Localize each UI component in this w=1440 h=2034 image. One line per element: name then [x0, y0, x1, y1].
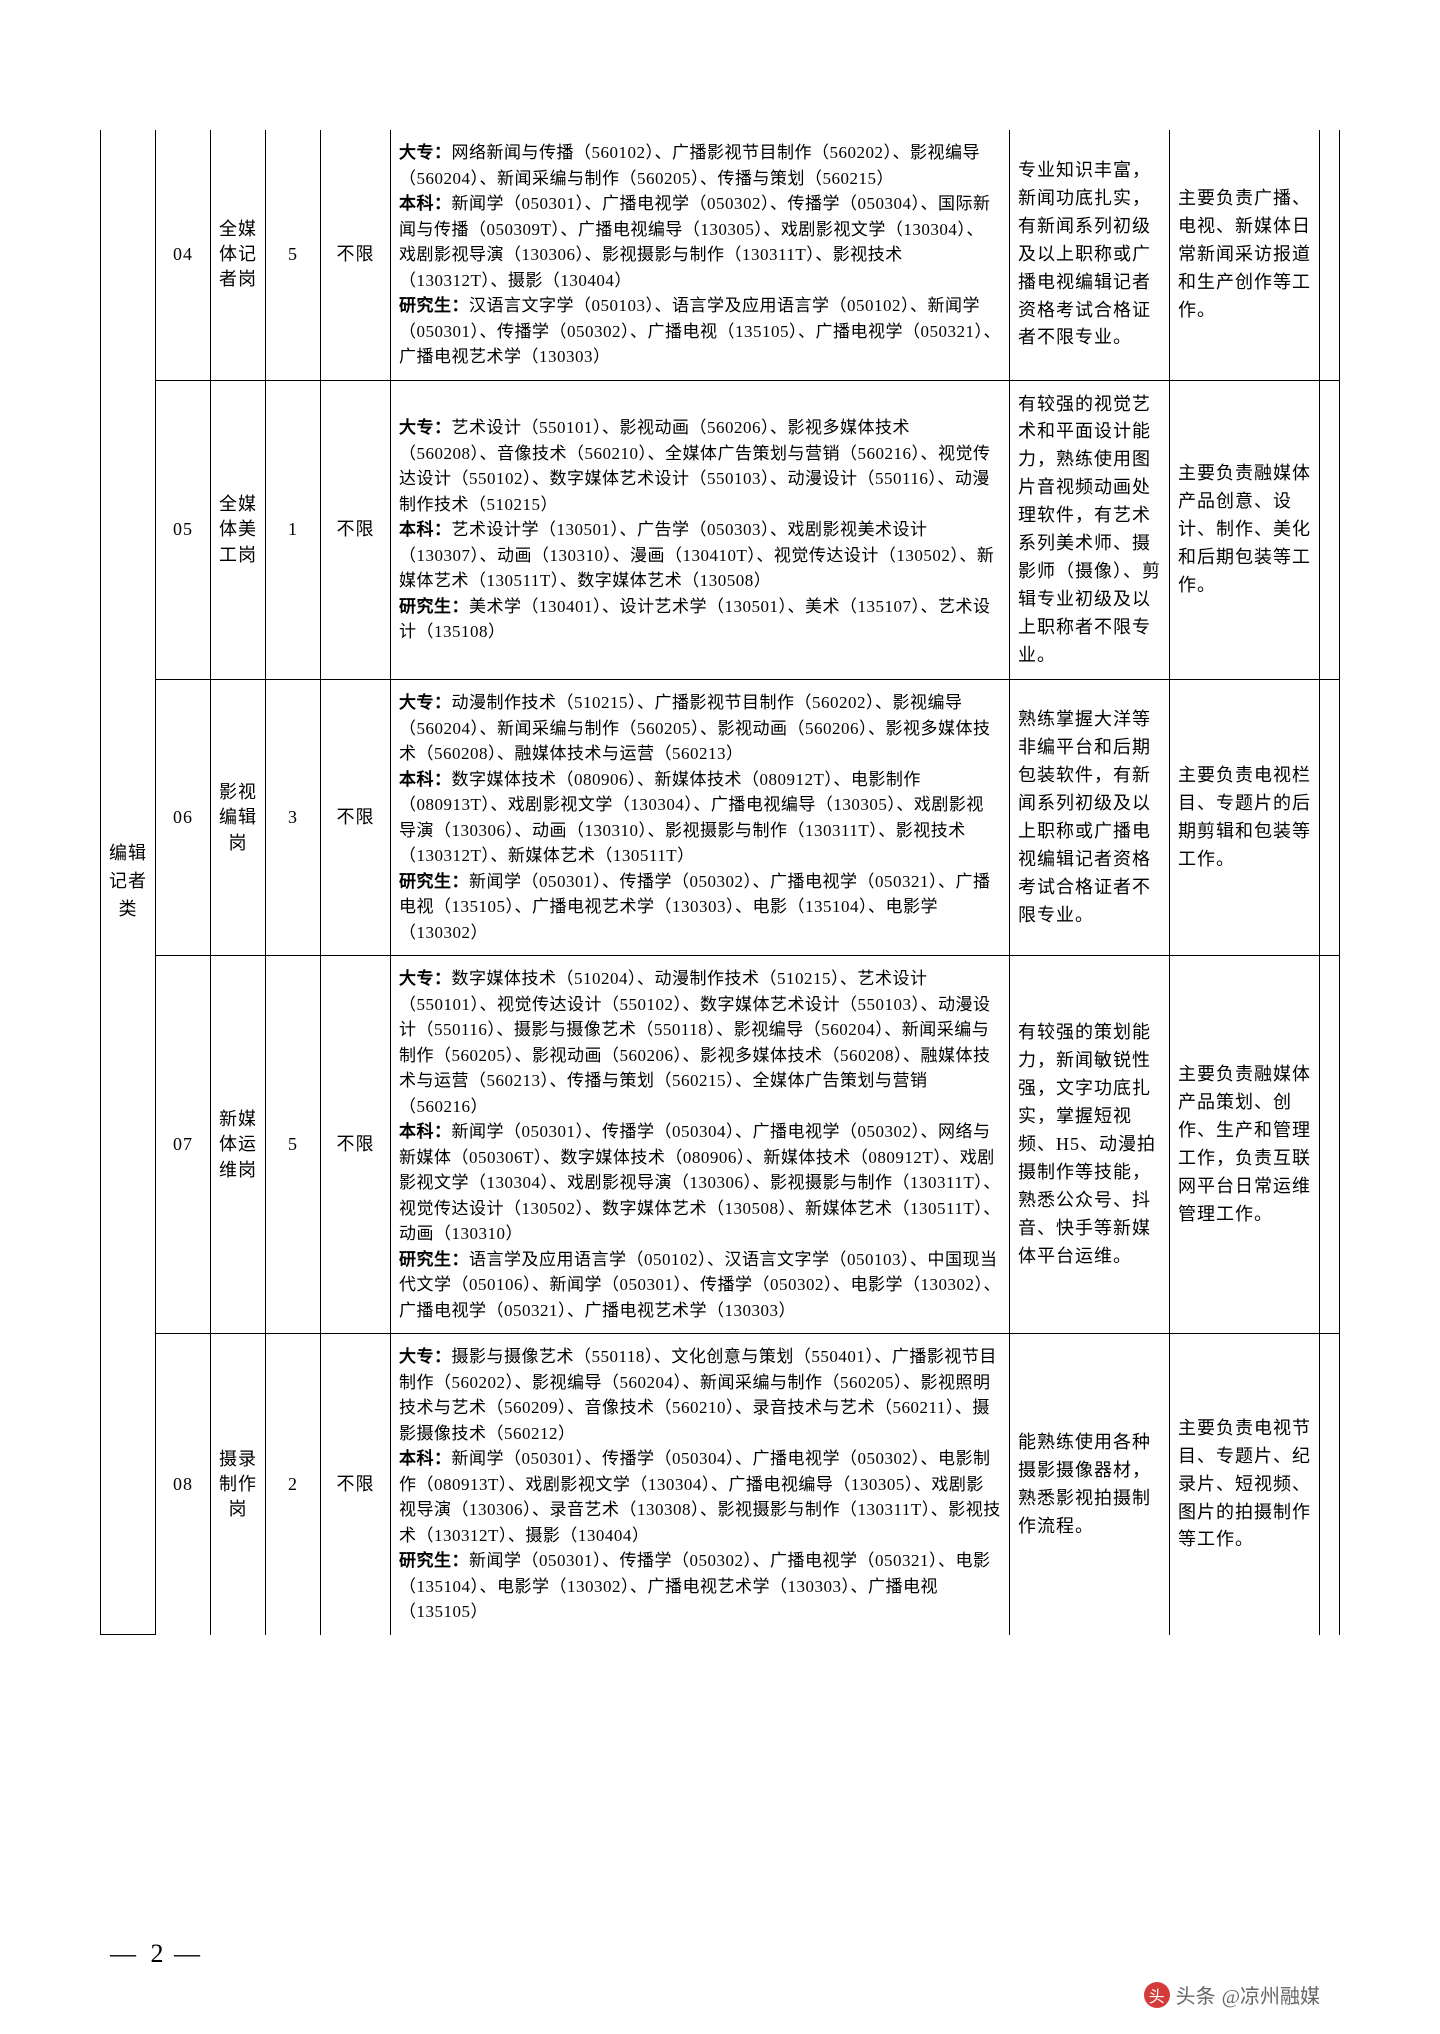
empty-cell	[1320, 380, 1340, 680]
major-yanjiusheng: 汉语言文字学（050103）、语言学及应用语言学（050102）、新闻学（050…	[399, 296, 1001, 366]
label-yanjiusheng: 研究生：	[399, 1551, 469, 1570]
headcount: 1	[266, 380, 321, 680]
label-dazhuan: 大专：	[399, 143, 452, 162]
post-name: 全媒体记者岗	[211, 130, 266, 380]
major-benke: 新闻学（050301）、传播学（050304）、广播电视学（050302）、网络…	[399, 1122, 1001, 1243]
job-duty: 主要负责电视栏目、专题片的后期剪辑和包装等工作。	[1170, 680, 1320, 956]
major-requirements: 大专：网络新闻与传播（560102）、广播影视节目制作（560202）、影视编导…	[391, 130, 1010, 380]
headcount: 5	[266, 130, 321, 380]
major-dazhuan: 网络新闻与传播（560102）、广播影视节目制作（560202）、影视编导（56…	[399, 143, 980, 188]
post-code: 05	[156, 380, 211, 680]
gender-limit: 不限	[321, 130, 391, 380]
job-duty: 主要负责广播、电视、新媒体日常新闻采访报道和生产创作等工作。	[1170, 130, 1320, 380]
empty-cell	[1320, 680, 1340, 956]
label-benke: 本科：	[399, 194, 452, 213]
post-code: 07	[156, 956, 211, 1334]
watermark-handle: @凉州融媒	[1222, 1980, 1320, 2009]
post-code: 06	[156, 680, 211, 956]
major-dazhuan: 摄影与摄像艺术（550118）、文化创意与策划（550401）、广播影视节目制作…	[399, 1347, 997, 1443]
other-requirements: 能熟练使用各种摄影摄像器材，熟悉影视拍摄制作流程。	[1010, 1334, 1170, 1635]
headcount: 2	[266, 1334, 321, 1635]
other-requirements: 有较强的视觉艺术和平面设计能力，熟练使用图片音视频动画处理软件，有艺术系列美术师…	[1010, 380, 1170, 680]
major-benke: 新闻学（050301）、传播学（050304）、广播电视学（050302）、电影…	[399, 1449, 1001, 1545]
empty-cell	[1320, 130, 1340, 380]
label-benke: 本科：	[399, 1122, 452, 1141]
label-yanjiusheng: 研究生：	[399, 597, 469, 616]
major-benke: 新闻学（050301）、广播电视学（050302）、传播学（050304）、国际…	[399, 194, 991, 290]
post-name: 影视编辑岗	[211, 680, 266, 956]
post-name: 全媒体美工岗	[211, 380, 266, 680]
major-yanjiusheng: 新闻学（050301）、传播学（050302）、广播电视学（050321）、电影…	[399, 1551, 991, 1621]
label-yanjiusheng: 研究生：	[399, 1250, 469, 1269]
major-dazhuan: 数字媒体技术（510204）、动漫制作技术（510215）、艺术设计（55010…	[399, 969, 991, 1116]
headcount: 5	[266, 956, 321, 1334]
major-dazhuan: 艺术设计（550101）、影视动画（560206）、影视多媒体技术（560208…	[399, 418, 991, 514]
major-requirements: 大专：动漫制作技术（510215）、广播影视节目制作（560202）、影视编导（…	[391, 680, 1010, 956]
label-yanjiusheng: 研究生：	[399, 872, 469, 891]
major-benke: 艺术设计学（130501）、广告学（050303）、戏剧影视美术设计（13030…	[399, 520, 994, 590]
job-duty: 主要负责电视节目、专题片、纪录片、短视频、图片的拍摄制作等工作。	[1170, 1334, 1320, 1635]
job-duty: 主要负责融媒体产品创意、设计、制作、美化和后期包装等工作。	[1170, 380, 1320, 680]
gender-limit: 不限	[321, 680, 391, 956]
other-requirements: 有较强的策划能力，新闻敏锐性强，文字功底扎实，掌握短视频、H5、动漫拍摄制作等技…	[1010, 956, 1170, 1334]
toutiao-icon: 头	[1144, 1982, 1170, 2008]
post-name: 新媒体运维岗	[211, 956, 266, 1334]
label-benke: 本科：	[399, 770, 452, 789]
major-yanjiusheng: 美术学（130401）、设计艺术学（130501）、美术（135107）、艺术设…	[399, 597, 991, 642]
category-cell: 编辑记者类	[101, 130, 156, 1635]
post-code: 08	[156, 1334, 211, 1635]
other-requirements: 熟练掌握大洋等非编平台和后期包装软件，有新闻系列初级及以上职称或广播电视编辑记者…	[1010, 680, 1170, 956]
job-duty: 主要负责融媒体产品策划、创作、生产和管理工作，负责互联网平台日常运维管理工作。	[1170, 956, 1320, 1334]
label-dazhuan: 大专：	[399, 418, 452, 437]
label-dazhuan: 大专：	[399, 1347, 452, 1366]
empty-cell	[1320, 956, 1340, 1334]
watermark-label: 头条	[1176, 1980, 1216, 2009]
post-code: 04	[156, 130, 211, 380]
label-dazhuan: 大专：	[399, 693, 452, 712]
empty-cell	[1320, 1334, 1340, 1635]
gender-limit: 不限	[321, 956, 391, 1334]
other-requirements: 专业知识丰富，新闻功底扎实，有新闻系列初级及以上职称或广播电视编辑记者资格考试合…	[1010, 130, 1170, 380]
major-requirements: 大专：摄影与摄像艺术（550118）、文化创意与策划（550401）、广播影视节…	[391, 1334, 1010, 1635]
label-benke: 本科：	[399, 520, 452, 539]
major-yanjiusheng: 语言学及应用语言学（050102）、汉语言文字学（050103）、中国现当代文学…	[399, 1250, 1001, 1320]
watermark: 头 头条 @凉州融媒	[1144, 1980, 1320, 2009]
major-yanjiusheng: 新闻学（050301）、传播学（050302）、广播电视学（050321）、广播…	[399, 872, 991, 942]
label-benke: 本科：	[399, 1449, 452, 1468]
page-number: — 2 —	[110, 1939, 204, 1969]
label-yanjiusheng: 研究生：	[399, 296, 469, 315]
major-requirements: 大专：艺术设计（550101）、影视动画（560206）、影视多媒体技术（560…	[391, 380, 1010, 680]
category-label: 编辑记者类	[109, 843, 147, 919]
gender-limit: 不限	[321, 1334, 391, 1635]
label-dazhuan: 大专：	[399, 969, 452, 988]
major-dazhuan: 动漫制作技术（510215）、广播影视节目制作（560202）、影视编导（560…	[399, 693, 991, 763]
recruitment-table: 编辑记者类04全媒体记者岗5不限大专：网络新闻与传播（560102）、广播影视节…	[100, 130, 1340, 1635]
headcount: 3	[266, 680, 321, 956]
major-benke: 数字媒体技术（080906）、新媒体技术（080912T）、电影制作（08091…	[399, 770, 984, 866]
gender-limit: 不限	[321, 380, 391, 680]
post-name: 摄录制作岗	[211, 1334, 266, 1635]
major-requirements: 大专：数字媒体技术（510204）、动漫制作技术（510215）、艺术设计（55…	[391, 956, 1010, 1334]
